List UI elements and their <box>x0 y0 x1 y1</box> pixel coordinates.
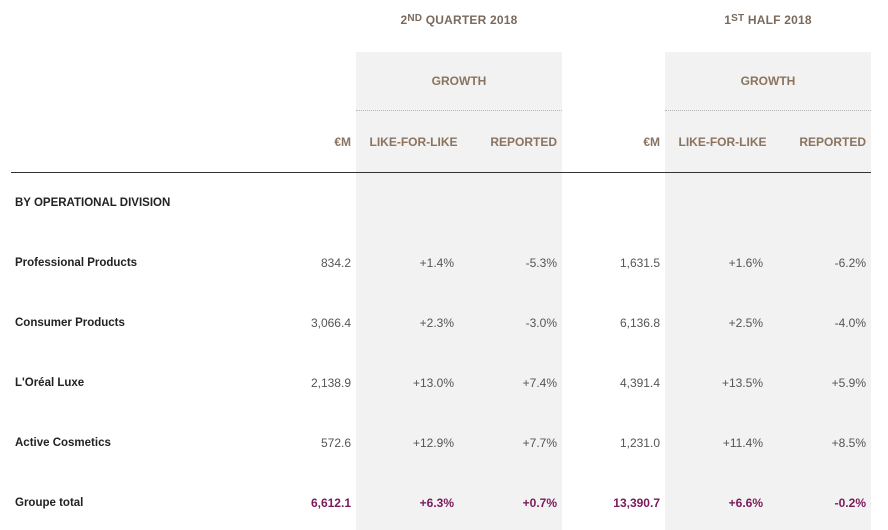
total-h1-reported: -0.2% <box>834 496 866 510</box>
period-header-q2: 2ND QUARTER 2018 <box>356 8 562 32</box>
period-q2-suffix: ND <box>407 13 423 24</box>
cell-h1-lfl: +1.6% <box>728 256 763 270</box>
col-header-q2-reported: REPORTED <box>490 135 557 149</box>
cell-q2-lfl: +2.3% <box>419 316 454 330</box>
total-label: Groupe total <box>15 497 84 509</box>
cell-q2-em: 3,066.4 <box>310 316 351 330</box>
growth-header-q2: GROWTH <box>431 74 487 88</box>
cell-h1-em: 4,391.4 <box>619 376 660 390</box>
table-row: Consumer Products 3,066.4 +2.3% -3.0% 6,… <box>0 313 888 333</box>
cell-q2-reported: +7.4% <box>522 376 557 390</box>
col-header-h1-em: €M <box>643 135 660 149</box>
cell-h1-em: 1,231.0 <box>619 436 660 450</box>
header-rule <box>11 172 871 173</box>
cell-h1-reported: -6.2% <box>834 256 866 270</box>
total-q2-lfl: +6.3% <box>419 496 454 510</box>
period-h1-rest: HALF 2018 <box>747 13 812 27</box>
row-label: L'Oréal Luxe <box>15 377 85 389</box>
cell-q2-reported: +7.7% <box>522 436 557 450</box>
table-row: Professional Products 834.2 +1.4% -5.3% … <box>0 253 888 273</box>
total-q2-reported: +0.7% <box>522 496 557 510</box>
cell-h1-lfl: +2.5% <box>728 316 763 330</box>
table-row: L'Oréal Luxe 2,138.9 +13.0% +7.4% 4,391.… <box>0 373 888 393</box>
total-q2-em: 6,612.1 <box>310 496 351 510</box>
period-q2-ordinal: 2 <box>400 13 408 27</box>
growth-header-h1: GROWTH <box>740 74 796 88</box>
col-header-q2-lfl: LIKE-FOR-LIKE <box>369 135 458 149</box>
row-label: Consumer Products <box>15 317 125 329</box>
cell-h1-reported: +5.9% <box>831 376 866 390</box>
section-title: BY OPERATIONAL DIVISION <box>15 197 171 209</box>
cell-q2-lfl: +12.9% <box>412 436 454 450</box>
cell-q2-em: 572.6 <box>320 436 351 450</box>
cell-q2-lfl: +1.4% <box>419 256 454 270</box>
period-h1-ordinal: 1 <box>724 13 732 27</box>
col-header-q2-em: €M <box>334 135 351 149</box>
period-header-h1: 1ST HALF 2018 <box>665 8 871 32</box>
cell-h1-lfl: +11.4% <box>722 436 763 450</box>
growth-divider-q2 <box>356 110 562 111</box>
cell-q2-reported: -3.0% <box>525 316 557 330</box>
cell-q2-em: 2,138.9 <box>310 376 351 390</box>
row-label: Professional Products <box>15 257 138 269</box>
cell-h1-lfl: +13.5% <box>721 376 763 390</box>
total-h1-em: 13,390.7 <box>613 496 660 510</box>
cell-h1-reported: +8.5% <box>831 436 866 450</box>
col-header-h1-reported: REPORTED <box>799 135 866 149</box>
table-row-total: Groupe total 6,612.1 +6.3% +0.7% 13,390.… <box>0 493 888 513</box>
q2-growth-shade <box>356 52 562 530</box>
cell-q2-reported: -5.3% <box>525 256 557 270</box>
period-h1-suffix: ST <box>731 13 745 24</box>
cell-q2-em: 834.2 <box>320 256 351 270</box>
cell-q2-lfl: +13.0% <box>412 376 454 390</box>
col-header-h1-lfl: LIKE-FOR-LIKE <box>678 135 767 149</box>
table-row: Active Cosmetics 572.6 +12.9% +7.7% 1,23… <box>0 433 888 453</box>
total-h1-lfl: +6.6% <box>728 496 763 510</box>
period-q2-rest: QUARTER 2018 <box>425 13 518 27</box>
row-label: Active Cosmetics <box>15 437 111 449</box>
h1-growth-shade <box>665 52 871 530</box>
cell-h1-em: 1,631.5 <box>619 256 660 270</box>
growth-divider-h1 <box>665 110 871 111</box>
cell-h1-reported: -4.0% <box>834 316 866 330</box>
cell-h1-em: 6,136.8 <box>619 316 660 330</box>
